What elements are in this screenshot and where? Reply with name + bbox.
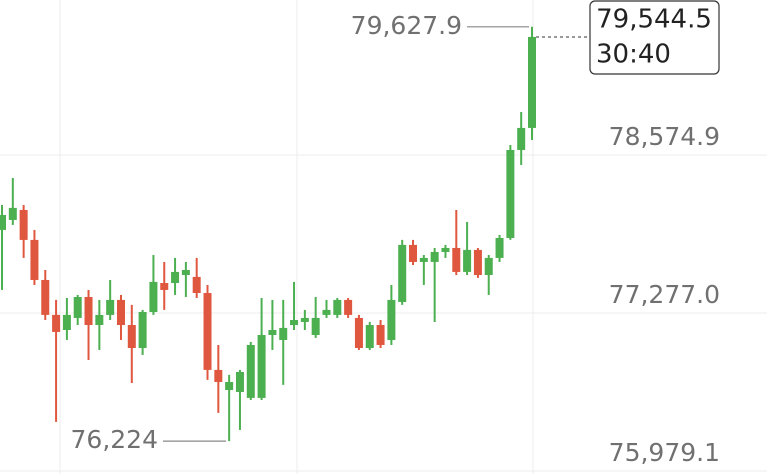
- candle-body: [517, 127, 526, 150]
- candle-body: [398, 244, 407, 303]
- candle-body: [279, 327, 288, 340]
- candle-body: [62, 314, 71, 330]
- last-price-label: 79,544.5: [596, 5, 712, 35]
- candle-body: [160, 283, 169, 290]
- candle-body: [214, 369, 223, 382]
- candle-body: [441, 247, 450, 252]
- candle-body: [365, 325, 374, 349]
- candle-body: [116, 299, 125, 326]
- candle-body: [149, 281, 158, 312]
- candle-body: [473, 249, 482, 275]
- candle-body: [344, 299, 353, 315]
- candle-body: [138, 311, 147, 349]
- high-label: 79,627.9: [351, 11, 462, 40]
- candle-body: [246, 344, 255, 398]
- candle-body: [192, 276, 201, 293]
- y-tick-label: 78,574.9: [609, 122, 720, 151]
- candle-body: [8, 207, 17, 220]
- candle-body: [463, 249, 472, 272]
- candle-body: [181, 269, 190, 275]
- candle-body: [452, 247, 461, 272]
- candle-body: [300, 317, 309, 322]
- candle-body: [290, 320, 299, 326]
- candle-body: [19, 209, 28, 240]
- candle-body: [52, 314, 61, 332]
- candle-body: [106, 299, 115, 315]
- countdown-label: 30:40: [596, 40, 671, 70]
- candle-body: [203, 292, 212, 370]
- candle-body: [127, 325, 136, 349]
- candle-body: [0, 214, 6, 230]
- candle-body: [387, 299, 396, 340]
- last-price-box: [589, 0, 720, 75]
- candle-body: [225, 381, 234, 391]
- candle-body: [268, 329, 277, 335]
- candle-body: [506, 149, 515, 238]
- candle-body: [84, 297, 93, 326]
- candle-body: [409, 244, 418, 262]
- y-tick-label: 77,277.0: [609, 280, 720, 309]
- candle-body: [430, 251, 439, 262]
- candle-body: [484, 257, 493, 275]
- candle-body: [30, 239, 39, 280]
- candle-body: [41, 279, 50, 315]
- candle-body: [311, 317, 320, 335]
- candle-body: [376, 325, 385, 345]
- low-label: 76,224: [71, 425, 158, 454]
- candle-body: [171, 271, 180, 284]
- candle-body: [235, 371, 244, 392]
- candle-body: [419, 257, 428, 262]
- candle-body: [495, 237, 504, 258]
- candle-body: [95, 314, 104, 326]
- candle-body: [322, 309, 331, 315]
- candle-body: [257, 334, 266, 398]
- candle-body: [528, 36, 536, 128]
- candle-body: [333, 299, 342, 315]
- y-tick-label: 75,979.1: [609, 438, 720, 467]
- candle-body: [73, 297, 82, 318]
- candle-body: [354, 317, 363, 349]
